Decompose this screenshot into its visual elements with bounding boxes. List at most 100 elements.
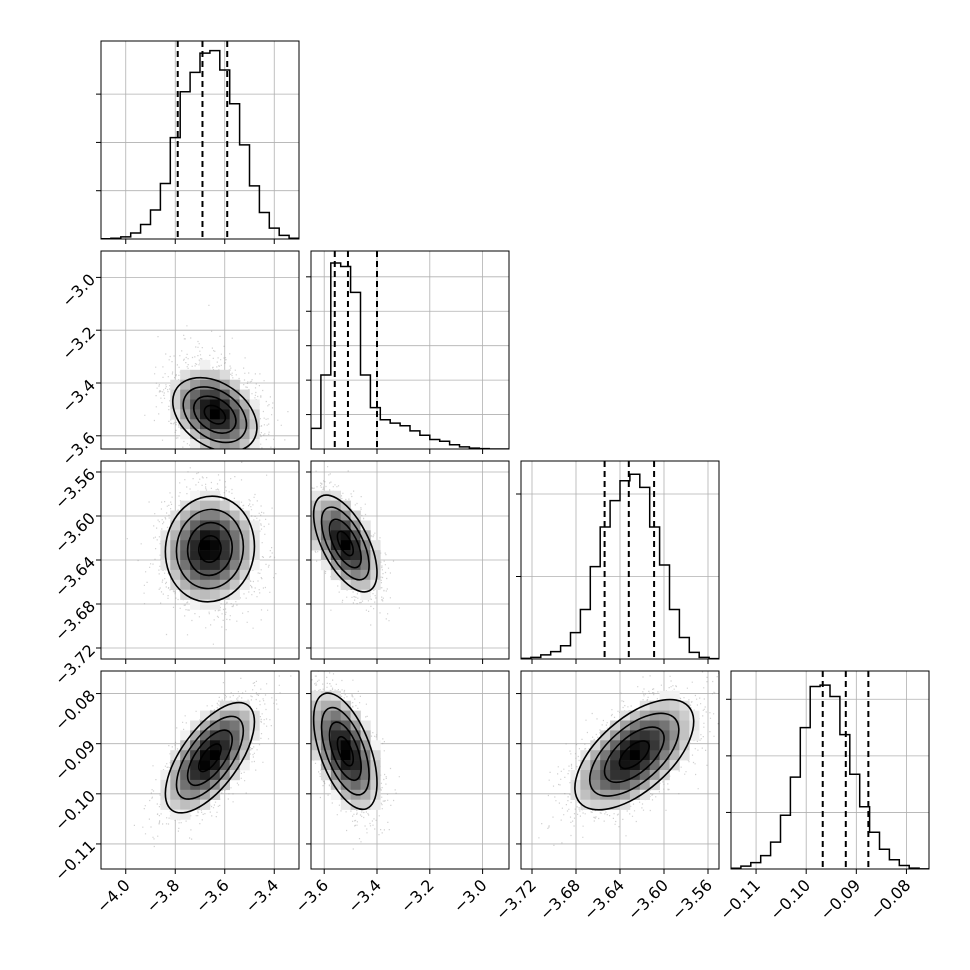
histogram-steps: [311, 262, 509, 449]
density-cell: [170, 560, 181, 571]
density-panel-p1-p3: [96, 460, 300, 664]
density-cell: [340, 740, 351, 751]
density-cell: [360, 520, 371, 531]
density-cell: [639, 789, 650, 800]
density-cell: [229, 589, 240, 600]
density-cell: [200, 760, 211, 771]
density-panel-p2-p3: [306, 460, 510, 664]
density-cell: [229, 530, 240, 541]
density-area: [311, 466, 400, 626]
density-cell: [229, 770, 240, 781]
density-cell: [620, 770, 631, 781]
density-cell: [340, 560, 351, 571]
density-cell: [239, 710, 250, 721]
density-cell: [330, 789, 341, 800]
density-cell: [219, 500, 230, 511]
density-cell: [340, 750, 351, 761]
density-cell: [340, 730, 351, 741]
x-tick-label: −3.72: [492, 876, 540, 924]
density-cell: [580, 760, 591, 771]
density-cell: [190, 399, 201, 410]
density-cell: [330, 720, 341, 731]
histogram-panel-p1: [96, 40, 300, 244]
density-cell: [600, 779, 611, 791]
density-cell: [219, 589, 230, 600]
density-cell: [209, 550, 221, 561]
density-cell: [639, 770, 650, 781]
density-cell: [229, 760, 240, 771]
density-cell: [629, 750, 641, 761]
density-cell: [239, 579, 250, 590]
density-cell: [669, 700, 680, 711]
contour-line: [197, 534, 222, 564]
density-cell: [239, 520, 250, 531]
density-cell: [360, 560, 371, 571]
density-cell: [180, 799, 191, 810]
density-cell: [200, 389, 211, 400]
x-tick-label: −3.0: [450, 876, 491, 917]
density-cell: [669, 720, 680, 731]
density-cell: [190, 369, 201, 380]
density-cell: [659, 750, 670, 761]
density-cell: [330, 569, 341, 581]
density-cell: [360, 740, 371, 751]
density-cell: [160, 770, 171, 781]
density-cell: [239, 510, 250, 521]
density-cell: [209, 389, 221, 400]
density-cell: [669, 750, 680, 761]
density-cell: [229, 720, 240, 731]
histogram-steps: [731, 684, 929, 869]
density-cell: [219, 740, 230, 751]
density-cell: [669, 690, 680, 701]
histogram-steps: [521, 473, 719, 659]
density-cell: [629, 720, 641, 731]
x-tick-label: −3.64: [580, 876, 628, 924]
contour-line: [186, 521, 233, 577]
density-cell: [320, 740, 332, 751]
histogram-area: [311, 251, 509, 449]
density-cell: [649, 720, 660, 731]
contour-line: [175, 715, 245, 800]
density-cell: [209, 599, 221, 610]
density-cell: [590, 740, 601, 751]
contour-line: [171, 376, 258, 449]
x-tick-label: −3.2: [397, 876, 438, 917]
density-cell: [620, 720, 631, 731]
density-cell: [219, 439, 230, 449]
density-cell: [200, 599, 211, 610]
density-cell: [311, 500, 322, 511]
density-cell: [320, 700, 332, 711]
density-cell: [610, 720, 621, 731]
panel-frame: [730, 670, 930, 870]
x-tick-label: −3.6: [291, 876, 332, 917]
density-cell: [219, 399, 230, 410]
density-cell: [330, 520, 341, 531]
contour-line: [182, 386, 248, 444]
density-cell: [200, 379, 211, 390]
density-cell: [320, 710, 332, 721]
density-cell: [170, 799, 181, 810]
density-panel-p3-p4: [516, 670, 720, 874]
density-cell: [649, 700, 660, 711]
density-cell: [320, 510, 332, 521]
density-cell: [200, 550, 211, 561]
density-cell: [190, 389, 201, 400]
density-cell: [190, 490, 201, 501]
density-cell: [311, 720, 322, 731]
density-cell: [350, 720, 361, 731]
density-cell: [219, 750, 230, 761]
density-cell: [689, 730, 700, 741]
density-cell: [600, 730, 611, 741]
density-cell: [600, 750, 611, 761]
density-cell: [170, 569, 181, 581]
density-panel-p1-p4: [96, 670, 300, 874]
density-cell: [311, 540, 322, 551]
density-cell: [360, 720, 371, 731]
y-tick-label: −3.6: [58, 428, 99, 469]
density-cell: [350, 550, 361, 561]
x-tick-label: −0.10: [766, 876, 814, 924]
density-cell: [340, 779, 351, 791]
contour-line: [336, 530, 355, 557]
panel-frame: [100, 250, 300, 450]
density-cell: [590, 760, 601, 771]
